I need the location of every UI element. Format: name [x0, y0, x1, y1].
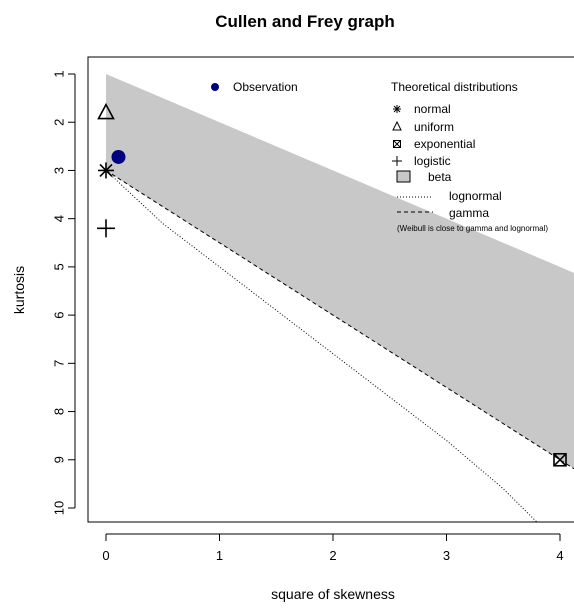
legend-beta-label: beta	[428, 170, 452, 184]
x-tick-label: 0	[102, 548, 109, 563]
y-axis-label: kurtosis	[11, 266, 27, 314]
x-axis: 0 1 2 3 4	[102, 533, 564, 563]
y-tick-label: 9	[52, 456, 67, 463]
y-axis: 1 2 3 4 5 6 7 8 9 10	[52, 70, 76, 515]
legend-normal-label: normal	[414, 102, 451, 116]
logistic-marker	[97, 219, 115, 238]
x-tick-label: 3	[443, 548, 450, 563]
legend-logistic-symbol	[392, 156, 402, 166]
y-tick-label: 3	[52, 167, 67, 174]
distribution-markers	[97, 102, 567, 467]
legend-uniform-label: uniform	[414, 120, 454, 134]
observation-point	[111, 149, 126, 164]
exponential-marker	[553, 452, 567, 467]
legend-logistic-label: logistic	[414, 154, 451, 168]
legend-note: (Weibull is close to gamma and lognormal…	[397, 224, 548, 233]
legend-header: Theoretical distributions	[391, 80, 518, 94]
plot-frame	[87, 56, 574, 523]
legend: Observation Theoretical distributions no…	[211, 80, 548, 233]
beta-region	[106, 74, 574, 469]
y-tick-label: 10	[52, 501, 67, 515]
legend-uniform-symbol	[392, 120, 402, 131]
y-tick-label: 6	[52, 311, 67, 318]
legend-gamma-label: gamma	[449, 206, 489, 220]
y-tick-label: 7	[52, 360, 67, 367]
gamma-line	[105, 170, 574, 470]
legend-normal-symbol	[393, 105, 401, 113]
x-tick-label: 2	[329, 548, 336, 563]
normal-marker	[98, 162, 114, 179]
y-tick-label: 8	[52, 408, 67, 415]
chart-title: Cullen and Frey graph	[215, 12, 394, 31]
x-tick-label: 1	[216, 548, 223, 563]
legend-observation-marker	[211, 83, 219, 91]
x-tick-label: 4	[556, 548, 563, 563]
y-tick-label: 4	[52, 215, 67, 222]
uniform-marker	[97, 102, 115, 120]
x-axis-label: square of skewness	[271, 586, 395, 602]
legend-observation-label: Observation	[233, 80, 298, 94]
legend-exponential-symbol	[393, 140, 401, 148]
plot-area	[97, 74, 574, 522]
y-tick-label: 1	[52, 70, 67, 77]
y-tick-label: 5	[52, 263, 67, 270]
y-tick-label: 2	[52, 119, 67, 126]
legend-exponential-label: exponential	[414, 137, 475, 151]
legend-beta-symbol	[396, 170, 411, 183]
legend-lognormal-label: lognormal	[449, 189, 502, 203]
